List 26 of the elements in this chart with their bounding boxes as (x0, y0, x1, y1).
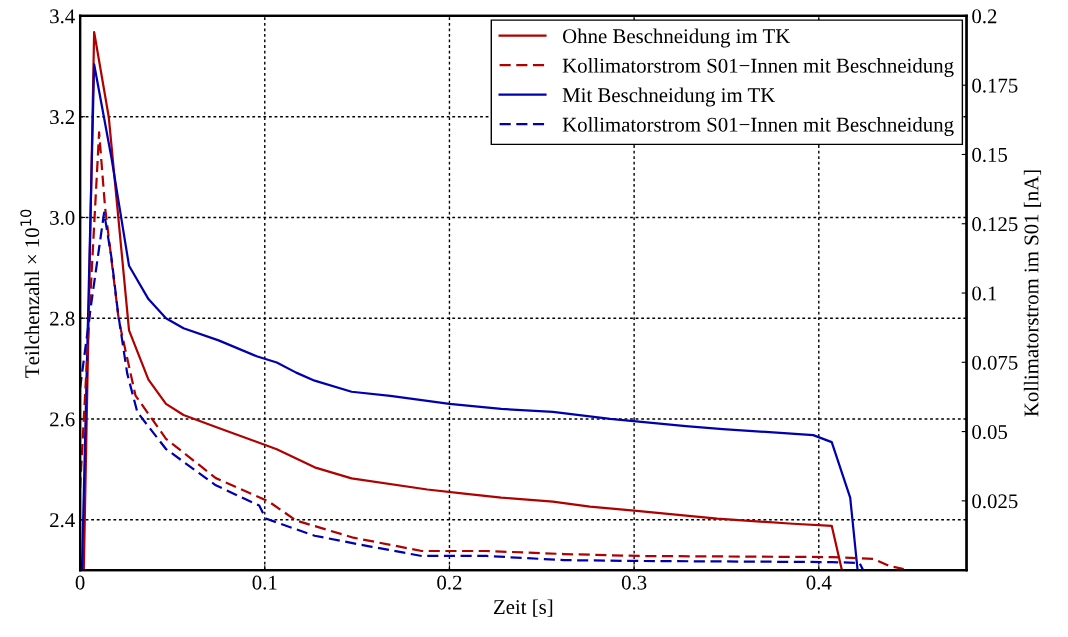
y-tick-label: 2.4 (50, 513, 75, 528)
x-tick-label: 0.2 (437, 575, 462, 590)
y2-tick-label: 0.05 (972, 424, 1008, 440)
y2-tick-label: 0.025 (972, 494, 1018, 509)
y2-tick-label: 0.125 (972, 217, 1018, 232)
legend-label: Kollimatorstrom S01−Innen mit Beschneidung (562, 58, 954, 77)
x-axis-title: Zeit [s] (493, 599, 553, 617)
y-tick-label: 2.6 (50, 412, 75, 427)
legend-label: Ohne Beschneidung im TK (562, 28, 791, 48)
y-tick-label: 2.8 (50, 311, 75, 326)
y2-axis-title: Kollimatorstrom im S01 [nA] (1023, 170, 1042, 417)
y2-tick-label: 0.2 (972, 9, 997, 24)
y-tick-label: 3.2 (50, 110, 75, 125)
x-tick-label: 0.1 (252, 575, 277, 590)
y-axis-title: Teilchenzahl × 10$^{10}$ (20, 209, 40, 378)
y2-tick-label: 0.1 (972, 286, 997, 301)
y-tick-label: 3.4 (50, 9, 75, 24)
legend-label: Kollimatorstrom S01−Innen mit Beschneidung (562, 117, 954, 136)
y2-tick-label: 0.175 (972, 78, 1018, 93)
y2-tick-label: 0.15 (972, 147, 1008, 162)
y2-tick-label: 0.075 (972, 355, 1018, 370)
x-tick-label: 0.4 (806, 575, 832, 590)
x-tick-label: 0 (75, 575, 85, 590)
y-tick-label: 3.0 (50, 210, 75, 225)
x-tick-label: 0.3 (621, 575, 647, 590)
legend-label: Mit Beschneidung im TK (562, 87, 776, 107)
